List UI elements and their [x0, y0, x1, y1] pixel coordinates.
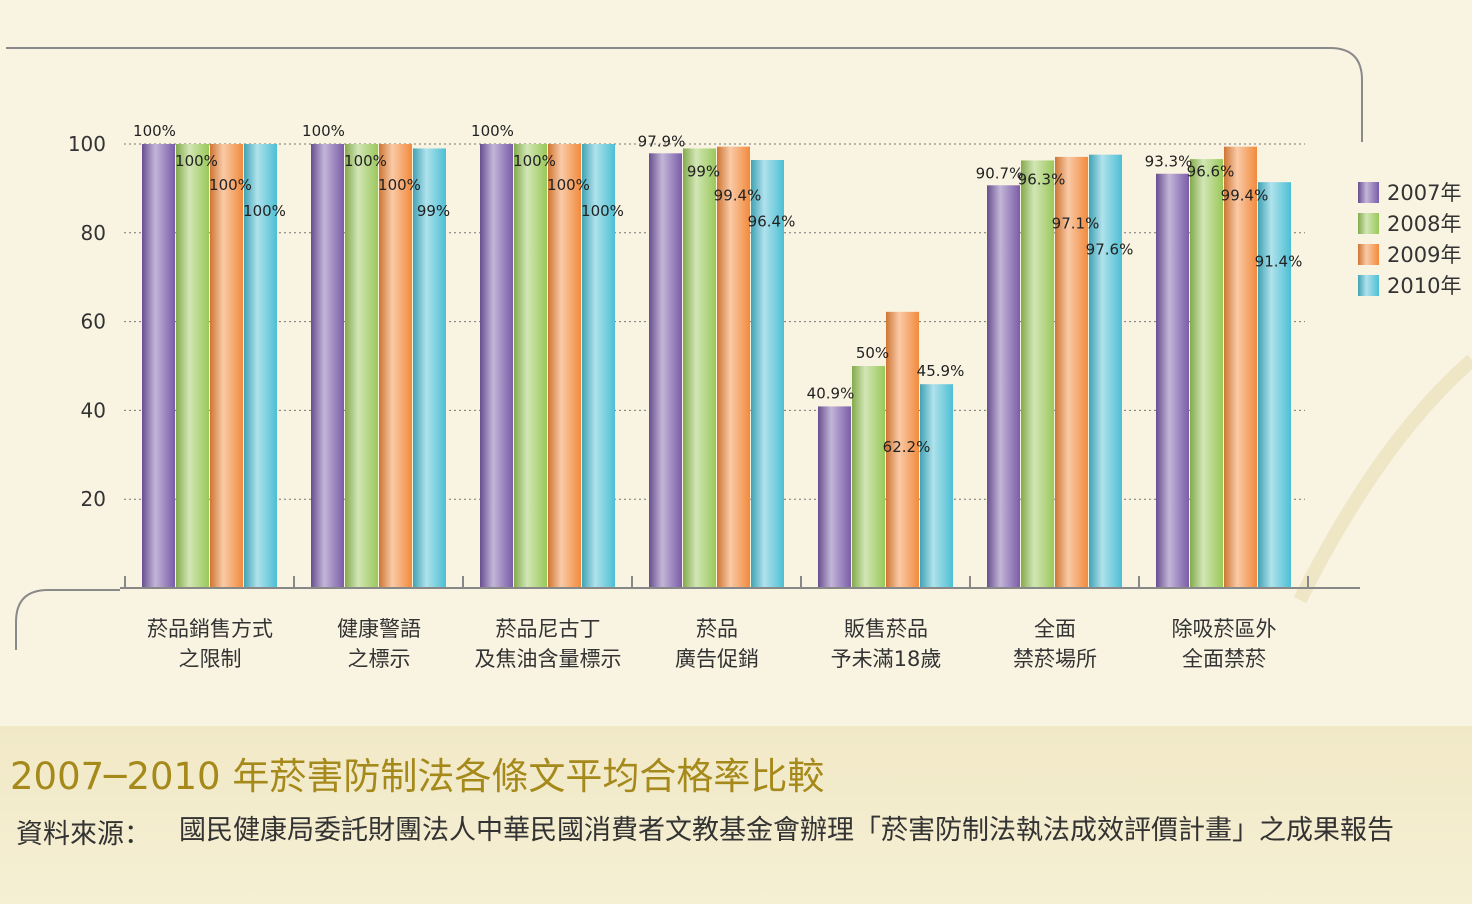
source-label: 資料來源：: [16, 819, 151, 850]
category-label: 菸品銷售方式: [147, 617, 273, 641]
y-tick-label: 20: [81, 487, 106, 511]
decorative-frame: [6, 47, 1472, 650]
category-label: 之限制: [179, 647, 242, 671]
bar-2008年-1: [345, 144, 378, 588]
bar-2009年-6: [1224, 146, 1257, 588]
bar-2009年-3: [717, 146, 750, 588]
chart-title: 2007─2010 年菸害防制法各條文平均合格率比較: [10, 755, 825, 798]
data-label: 62.2%: [883, 438, 931, 456]
bar-2009年-5: [1055, 156, 1088, 588]
data-label: 100%: [209, 176, 252, 194]
data-label: 97.1%: [1052, 215, 1100, 233]
data-label: 93.3%: [1145, 153, 1193, 171]
bar-2007年-4: [818, 406, 851, 588]
data-label: 90.7%: [976, 164, 1024, 182]
y-axis: 20 40 60 80 100: [68, 132, 106, 511]
data-label: 99.4%: [1221, 187, 1269, 205]
data-label: 96.6%: [1187, 163, 1235, 181]
bar-2007年-1: [311, 144, 344, 588]
bar-2007年-6: [1156, 173, 1189, 589]
data-label: 97.9%: [638, 132, 686, 150]
bar-2010年-4: [920, 384, 953, 588]
y-tick-label: 100: [68, 132, 106, 156]
data-label: 100%: [302, 122, 345, 140]
data-label: 100%: [175, 152, 218, 170]
data-label: 99%: [417, 202, 450, 220]
data-label: 99.4%: [714, 187, 762, 205]
category-label: 全面: [1034, 617, 1076, 641]
category-label: 健康警語: [337, 617, 421, 641]
bar-2007年-3: [649, 153, 682, 588]
data-label: 96.4%: [748, 213, 796, 231]
category-label: 禁菸場所: [1013, 647, 1097, 671]
y-tick-label: 60: [81, 310, 106, 334]
caption-area: 2007─2010 年菸害防制法各條文平均合格率比較 資料來源： 國民健康局委託…: [0, 726, 1472, 904]
legend-swatch: [1358, 244, 1379, 265]
category-label: 予未滿18歲: [831, 647, 942, 671]
data-label: 100%: [243, 202, 286, 220]
data-label: 100%: [344, 152, 387, 170]
bar-2007年-5: [987, 185, 1020, 589]
data-label: 50%: [856, 344, 889, 362]
bar-2009年-1: [379, 144, 412, 588]
category-label: 菸品: [696, 617, 738, 641]
legend-swatch: [1358, 275, 1379, 296]
legend-label: 2008年: [1387, 212, 1461, 236]
legend-label: 2010年: [1387, 274, 1461, 298]
data-label: 100%: [513, 152, 556, 170]
data-label: 97.6%: [1086, 241, 1134, 259]
bar-2010年-2: [582, 144, 615, 588]
data-label: 91.4%: [1255, 253, 1303, 271]
data-label: 45.9%: [917, 362, 965, 380]
bar-2008年-5: [1021, 160, 1054, 589]
bar-2008年-6: [1190, 159, 1223, 588]
data-label: 100%: [471, 122, 514, 140]
bar-2008年-3: [683, 148, 716, 588]
legend: 2007年 2008年 2009年 2010年: [1358, 181, 1461, 298]
legend-swatch: [1358, 182, 1379, 203]
bar-2009年-0: [210, 144, 243, 588]
legend-label: 2007年: [1387, 181, 1461, 205]
source-text: 國民健康局委託財團法人中華民國消費者文教基金會辦理「菸害防制法執法成效評價計畫」…: [179, 815, 1394, 846]
bar-2009年-4: [886, 311, 919, 588]
data-label: 100%: [378, 176, 421, 194]
category-label: 廣告促銷: [675, 647, 759, 671]
legend-swatch: [1358, 213, 1379, 234]
bar-2008年-0: [176, 144, 209, 588]
bar-2010年-5: [1089, 154, 1122, 588]
bar-2010年-0: [244, 144, 277, 588]
bar-2010年-1: [413, 148, 446, 588]
bar-2010年-6: [1258, 182, 1291, 588]
category-label: 販售菸品: [844, 617, 928, 641]
data-label: 40.9%: [807, 384, 855, 402]
bar-2008年-4: [852, 366, 885, 588]
bar-2008年-2: [514, 144, 547, 588]
data-label: 100%: [581, 202, 624, 220]
category-label: 之標示: [348, 647, 411, 671]
bar-2009年-2: [548, 144, 581, 588]
bars: [142, 144, 1291, 589]
data-label: 96.3%: [1018, 171, 1066, 189]
category-label: 及焦油含量標示: [475, 647, 622, 671]
data-label: 100%: [547, 176, 590, 194]
legend-label: 2009年: [1387, 243, 1461, 267]
category-label: 菸品尼古丁: [496, 617, 601, 641]
bar-2007年-0: [142, 144, 175, 588]
bar-2010年-3: [751, 159, 784, 588]
y-tick-label: 80: [81, 221, 106, 245]
data-labels: 100% 100% 100% 97.9% 40.9% 90.7% 93.3% 100% 100%…: [133, 122, 1302, 456]
data-label: 100%: [133, 122, 176, 140]
category-label: 全面禁菸: [1182, 647, 1266, 671]
category-label: 除吸菸區外: [1172, 617, 1277, 641]
y-tick-label: 40: [81, 398, 106, 422]
data-label: 99%: [687, 163, 720, 181]
bar-2007年-2: [480, 144, 513, 588]
